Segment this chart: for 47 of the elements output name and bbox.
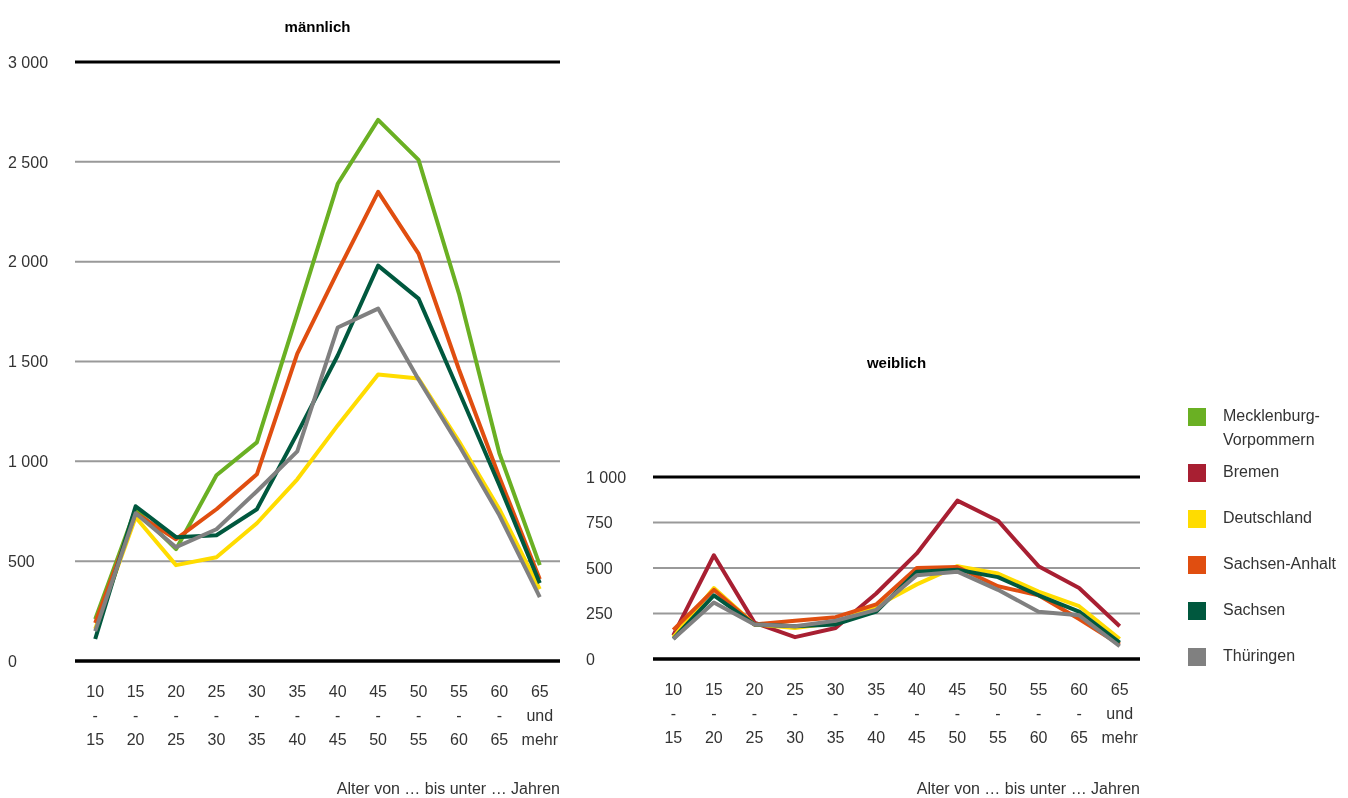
x-tick-label: 15 - 20	[126, 683, 145, 748]
x-axis-title: Alter von … bis unter … Jahren	[915, 780, 1140, 798]
legend-label: Thüringen	[1223, 646, 1297, 666]
chart-title: weiblich	[865, 354, 928, 371]
x-tick-label: 60 - 65	[1070, 681, 1089, 746]
legend-label: Deutschland	[1223, 508, 1313, 528]
x-tick-label: 45 - 50	[369, 683, 388, 748]
legend-label: Mecklenburg-Vorpommern	[1223, 406, 1321, 450]
x-tick-label: 15 - 20	[704, 681, 723, 746]
x-tick-label: 40 - 45	[907, 681, 926, 746]
x-tick-label: 30 - 35	[247, 683, 266, 748]
x-tick-label: 55 - 60	[450, 683, 468, 748]
y-tick-label: 250	[586, 605, 613, 623]
y-tick-label: 500	[586, 559, 613, 577]
y-tick-label: 2 000	[8, 253, 49, 271]
x-tick-label: 65 und mehr	[521, 683, 559, 748]
y-tick-label: 1 500	[8, 353, 49, 371]
x-tick-label: 35 - 40	[867, 681, 886, 746]
x-tick-label: 60 - 65	[490, 683, 509, 748]
x-tick-label: 30 - 35	[826, 681, 845, 746]
x-axis-title: Alter von … bis unter … Jahren	[335, 780, 560, 798]
y-tick-label: 3 000	[8, 53, 49, 71]
x-tick-label: 10 - 15	[86, 683, 105, 748]
x-tick-label: 35 - 40	[288, 683, 307, 748]
y-tick-label: 750	[586, 514, 613, 532]
y-tick-label: 1 000	[8, 453, 49, 471]
x-tick-label: 55 - 60	[1029, 681, 1048, 746]
x-tick-label: 25 - 30	[786, 681, 805, 746]
x-tick-label: 45 - 50	[948, 681, 967, 746]
x-tick-label: 50 - 55	[409, 683, 428, 748]
y-tick-label: 500	[8, 552, 35, 570]
x-tick-label: 40 - 45	[328, 683, 347, 748]
y-tick-label: 0	[8, 652, 17, 670]
legend-label: Sachsen	[1223, 600, 1287, 620]
y-tick-label: 1 000	[586, 468, 627, 486]
x-tick-label: 10 - 15	[664, 681, 683, 746]
legend-label: Bremen	[1223, 462, 1281, 482]
legend-label: Sachsen-Anhalt	[1223, 554, 1337, 574]
x-tick-label: 20 - 25	[745, 681, 764, 746]
y-tick-label: 2 500	[8, 153, 49, 171]
x-tick-label: 50 - 55	[989, 681, 1007, 746]
chart-title: männlich	[283, 18, 352, 35]
y-tick-label: 0	[586, 650, 595, 668]
x-tick-label: 20 - 25	[167, 683, 186, 748]
line-series	[671, 498, 1122, 640]
x-tick-label: 25 - 30	[207, 683, 226, 748]
x-tick-label: 65 und mehr	[1101, 681, 1139, 746]
